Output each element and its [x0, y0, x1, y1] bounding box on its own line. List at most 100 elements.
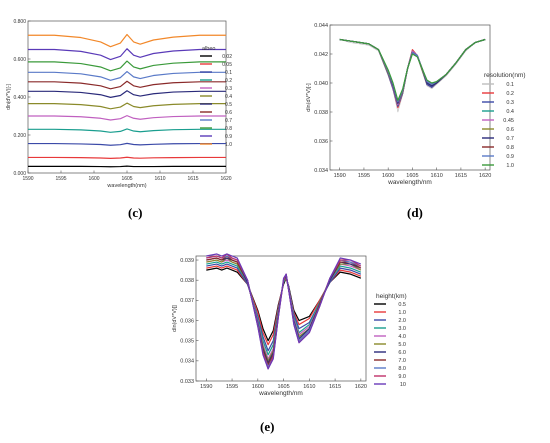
- legend-label: 0.5: [225, 102, 232, 108]
- series-line: [339, 38, 486, 103]
- x-tick-label: 1615: [455, 173, 467, 179]
- legend-label: 0.8: [225, 126, 232, 132]
- x-tick-label: 1615: [187, 176, 198, 182]
- series-line: [28, 90, 226, 98]
- legend-label: 9.0: [398, 374, 406, 380]
- x-tick-label: 1610: [303, 384, 315, 390]
- series-line: [28, 165, 226, 168]
- y-axis-label: dln(dV*V)[]: [172, 305, 178, 332]
- legend-label: 0.6: [225, 110, 232, 116]
- y-tick-label: 0.038: [314, 110, 328, 116]
- x-tick-label: 1615: [329, 384, 341, 390]
- series-line: [28, 115, 226, 121]
- legend-label: 0.8: [506, 145, 514, 151]
- legend-label: 0.4: [225, 94, 232, 100]
- x-tick-label: 1620: [355, 384, 367, 390]
- series-line: [28, 128, 226, 133]
- plot-frame: [195, 255, 367, 382]
- x-tick-label: 1595: [55, 176, 66, 182]
- legend-label: 4.0: [398, 334, 406, 340]
- chart-c: 1590 1595 1600 1605 1610 1615 1620 0.000 0.200 0.…: [6, 19, 232, 189]
- legend-label: 0.6: [506, 127, 514, 133]
- y-tick-label: 0.044: [314, 23, 328, 29]
- y-tick-label: 0.034: [180, 359, 194, 365]
- x-tick-label: 1620: [479, 173, 491, 179]
- x-tick-label: 1600: [88, 176, 99, 182]
- x-tick-label: 1600: [382, 173, 394, 179]
- x-tick-label: 1605: [121, 176, 132, 182]
- y-axis-label: dln(dV*V)[-]: [306, 83, 312, 112]
- chart-e: 1590 1595 1600 1605 1610 1615 1620 0.033 0.034 0.…: [172, 253, 407, 397]
- legend-title: resolution(nm): [484, 72, 526, 79]
- y-tick-label: 0.200: [13, 133, 26, 139]
- legend-label: 10: [400, 382, 406, 388]
- x-tick-label: 1595: [226, 384, 238, 390]
- y-tick-label: 0.042: [314, 52, 328, 58]
- y-tick-label: 0.040: [314, 81, 328, 87]
- legend-label: 5.0: [398, 342, 406, 348]
- legend-label: 0.2: [506, 91, 514, 97]
- x-axis-label: wavelength/nm: [258, 390, 303, 397]
- y-tick-label: 0.036: [314, 139, 328, 145]
- legend-label: 1.0: [398, 310, 406, 316]
- y-tick-label: 0.033: [180, 379, 194, 385]
- y-tick-label: 0.034: [314, 168, 328, 174]
- series-line: [339, 38, 486, 103]
- x-tick-label: 1610: [431, 173, 443, 179]
- panel-label-c: (c): [128, 205, 143, 220]
- chart-d: 1590 1595 1600 1605 1610 1615 1620 0.034 0.036 0.…: [306, 23, 526, 186]
- y-tick-label: 0.800: [13, 19, 26, 25]
- legend-label: 0.7: [225, 118, 232, 124]
- series-line: [206, 263, 362, 352]
- legend-label: 0.05: [222, 62, 232, 68]
- legend-label: 0.1: [225, 70, 232, 76]
- x-tick-label: 1610: [154, 176, 165, 182]
- y-axis-label: dln(dV*V)[-]: [6, 83, 12, 109]
- panel-label-d: (d): [407, 205, 423, 220]
- legend-title: albeo: [202, 46, 215, 52]
- legend-label: 0.5: [398, 302, 406, 308]
- legend-label: 2.0: [398, 318, 406, 324]
- y-tick-label: 0.600: [13, 57, 26, 63]
- legend-label: 0.3: [506, 100, 514, 106]
- series-line: [28, 33, 226, 48]
- legend-label: 0.4: [506, 109, 514, 115]
- legend-label: 0.9: [225, 134, 232, 140]
- legend-label: 0.3: [225, 86, 232, 92]
- series-line: [28, 102, 226, 110]
- plot-frame: [329, 24, 491, 171]
- legend-label: 1.0: [225, 142, 232, 148]
- series-line: [28, 48, 226, 61]
- legend-title: height(km): [376, 293, 407, 300]
- x-tick-label: 1595: [358, 173, 370, 179]
- legend-label: 1.0: [506, 163, 514, 169]
- y-tick-label: 0.038: [180, 278, 194, 284]
- series-line: [28, 142, 226, 146]
- y-tick-label: 0.000: [13, 171, 26, 177]
- y-tick-label: 0.039: [180, 258, 194, 264]
- x-axis-label: wavelength/nm: [387, 179, 432, 186]
- panel-label-e: (e): [260, 419, 275, 434]
- series-line: [28, 80, 226, 90]
- x-tick-label: 1620: [220, 176, 231, 182]
- series-line: [28, 60, 226, 72]
- legend-label: 0.2: [225, 78, 232, 84]
- series-line: [206, 253, 362, 370]
- x-tick-label: 1605: [406, 173, 418, 179]
- legend-label: 0.45: [503, 118, 514, 124]
- legend-label: 6.0: [398, 350, 406, 356]
- y-tick-label: 0.035: [180, 338, 194, 344]
- series-line: [28, 70, 226, 81]
- x-tick-label: 1590: [22, 176, 33, 182]
- y-tick-label: 0.400: [13, 95, 26, 101]
- x-tick-label: 1590: [334, 173, 346, 179]
- legend-label: 7.0: [398, 358, 406, 364]
- legend-label: 8.0: [398, 366, 406, 372]
- legend-label: 3.0: [398, 326, 406, 332]
- legend-label: 0.9: [506, 154, 514, 160]
- series-line: [339, 38, 486, 109]
- legend-label: 0.7: [506, 136, 514, 142]
- legend-label: 0.02: [222, 54, 232, 60]
- x-axis-label: wavelength(nm): [106, 183, 146, 189]
